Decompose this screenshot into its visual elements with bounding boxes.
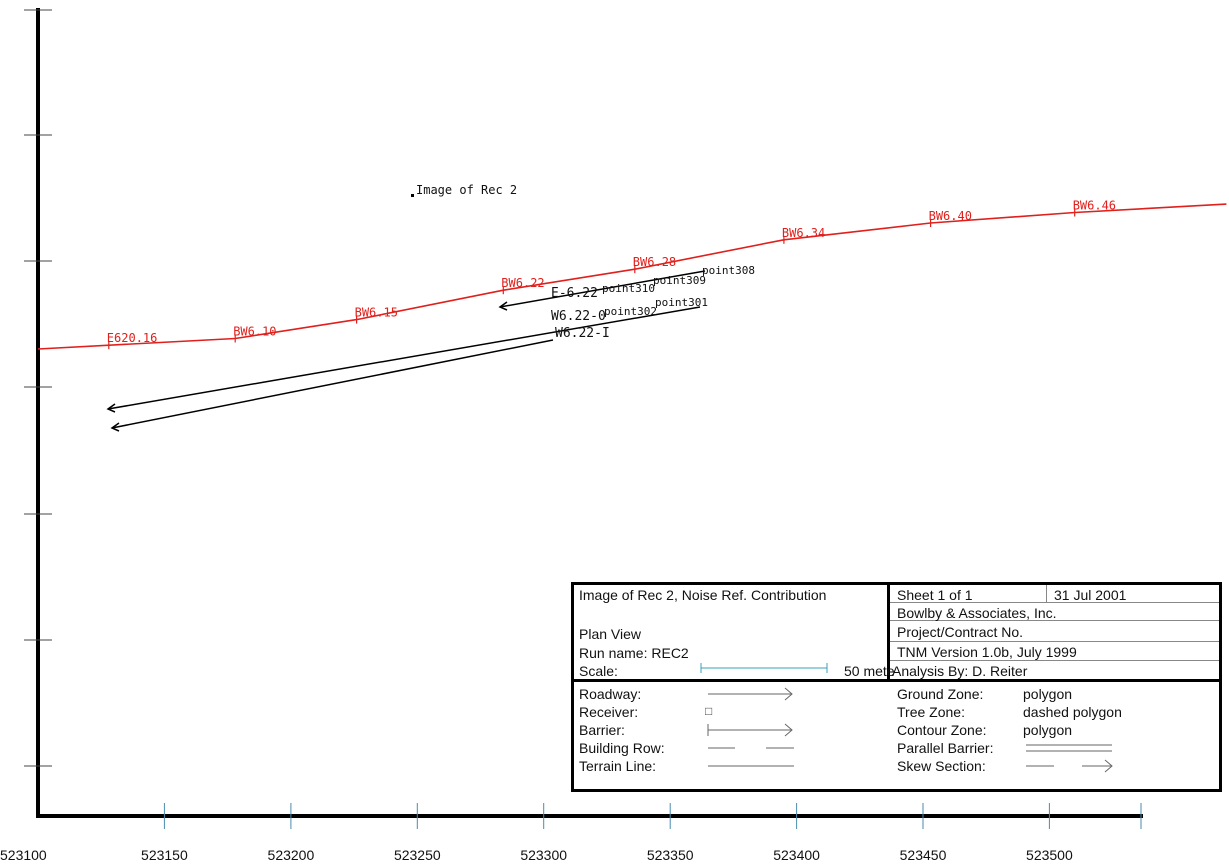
roadways <box>107 270 706 429</box>
legend-title: Image of Rec 2, Noise Ref. Contribution <box>579 587 827 603</box>
legend-rule-company <box>890 620 1219 621</box>
legend-item-parallel-barrier: Parallel Barrier: <box>897 740 994 756</box>
barrier-label: BW6.34 <box>782 226 825 240</box>
legend-run-name: Run name: REC2 <box>579 645 689 661</box>
legend-item-skew-section: Skew Section: <box>897 758 986 774</box>
legend-receiver-symbol: □ <box>705 704 713 718</box>
legend-company: Bowlby & Associates, Inc. <box>897 605 1057 621</box>
barrier-label: BW6.28 <box>633 255 676 269</box>
legend-plan-view: Plan View <box>579 626 642 642</box>
point-label-309: point309 <box>653 274 706 287</box>
receiver-marker <box>411 194 414 197</box>
x-axis-tick-label: 523350 <box>647 847 694 863</box>
x-axis-tick-label: 523150 <box>141 847 188 863</box>
legend-item-barrier: Barrier: <box>579 722 625 738</box>
arrowhead-w622-i <box>110 422 120 432</box>
legend-item-receiver: Receiver: <box>579 704 639 720</box>
legend-item-terrain-line: Terrain Line: <box>579 758 657 774</box>
x-axis-tick-label: 523500 <box>1026 847 1073 863</box>
legend-version: TNM Version 1.0b, July 1999 <box>897 644 1077 660</box>
barrier-label: BW6.15 <box>355 306 398 320</box>
point-label-302: point302 <box>604 305 657 318</box>
legend-scale-text: 50 mete <box>844 663 895 679</box>
legend-box: Image of Rec 2, Noise Ref. Contribution … <box>571 582 1222 792</box>
legend-barrier-symbol <box>707 723 793 737</box>
barrier-label: E620.16 <box>107 331 158 345</box>
legend-analysis: Analysis By: D. Reiter <box>892 663 1028 679</box>
legend-item-tree-zone: Tree Zone: <box>897 704 965 720</box>
legend-item-roadway: Roadway: <box>579 686 642 702</box>
legend-rule-version <box>890 660 1219 661</box>
legend-item-building-row: Building Row: <box>579 740 665 756</box>
scale-bar <box>700 663 828 673</box>
barrier-label: BW6.46 <box>1073 199 1116 213</box>
point-label-301: point301 <box>655 296 708 309</box>
arrowhead-w622-0 <box>106 403 116 413</box>
x-axis-tick-label: 523100 <box>0 847 47 863</box>
legend-rule-sheet <box>890 602 1219 603</box>
point-label-310: point310 <box>602 282 655 295</box>
roadway-w622-0 <box>107 306 701 410</box>
roadway-label-e622: E-6.22 <box>551 286 598 301</box>
x-axis-tick-label: 523400 <box>773 847 820 863</box>
x-axis-tick-label: 523250 <box>394 847 441 863</box>
barrier-line <box>37 203 1227 350</box>
legend-date: 31 Jul 2001 <box>1054 587 1127 603</box>
x-axis-tick-label: 523300 <box>520 847 567 863</box>
point-label-308: point308 <box>702 264 755 277</box>
barrier-label: BW6.40 <box>929 209 972 223</box>
barrier-label: BW6.22 <box>501 276 544 290</box>
legend-skew-section-symbol <box>1026 759 1113 773</box>
x-axis-tick-label: 523200 <box>268 847 315 863</box>
barrier-labels: E620.16 BW6.10 BW6.15 BW6.22 BW6.28 BW6.34 BW6… <box>107 199 1116 350</box>
roadway-e622 <box>499 270 706 308</box>
legend-roadway-symbol <box>708 687 793 701</box>
legend-parallel-barrier-symbol <box>1026 744 1112 752</box>
legend-rule-date <box>1046 585 1047 602</box>
receiver-label: Image of Rec 2 <box>416 183 517 197</box>
legend-horizontal-divider <box>574 679 1219 682</box>
legend-rule-project <box>890 641 1219 642</box>
x-axis-tick-label: 523450 <box>900 847 947 863</box>
legend-symbols <box>700 663 1113 773</box>
roadway-arrowheads <box>106 301 508 432</box>
y-axis-ticks <box>24 9 52 767</box>
legend-scale-label: Scale: <box>579 663 618 679</box>
x-axis-tick-labels: 523100 523150 523200 523250 523300 523350 5234… <box>0 847 1073 863</box>
legend-value-ground-zone: polygon <box>1023 686 1073 702</box>
legend-sheet: Sheet 1 of 1 <box>897 587 973 603</box>
arrowhead-e622 <box>498 301 508 311</box>
legend-value-contour-zone: polygon <box>1023 722 1073 738</box>
x-axis-ticks <box>163 803 1142 829</box>
legend-project: Project/Contract No. <box>897 624 1024 640</box>
roadway-label-w622-0: W6.22-0 <box>551 309 606 324</box>
legend-item-contour-zone: Contour Zone: <box>897 722 987 738</box>
roadway-w622-i <box>111 339 554 429</box>
legend-value-tree-zone: dashed polygon <box>1023 704 1122 720</box>
legend-vertical-divider <box>887 585 890 681</box>
barrier-label: BW6.10 <box>233 325 276 339</box>
legend-item-ground-zone: Ground Zone: <box>897 686 984 702</box>
roadway-label-w622-i: W6.22-I <box>555 326 610 341</box>
